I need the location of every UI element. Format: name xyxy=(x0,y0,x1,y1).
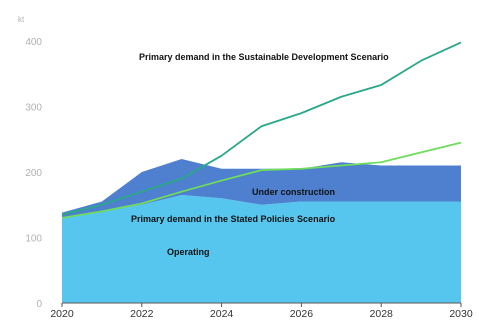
x-tick-label-2024: 2024 xyxy=(210,308,234,320)
x-tick-label-2028: 2028 xyxy=(370,308,394,320)
annotation-sds: Primary demand in the Sustainable Develo… xyxy=(139,52,389,62)
y-tick-label-100: 100 xyxy=(25,234,42,245)
line-stated-policies xyxy=(61,141,462,219)
y-tick-label-300: 300 xyxy=(25,103,42,114)
y-tick-label-400: 400 xyxy=(25,37,42,48)
area-under-construction xyxy=(62,158,461,218)
area-operating xyxy=(62,194,461,303)
x-tick-label-2022: 2022 xyxy=(130,308,154,320)
x-tick-label-2026: 2026 xyxy=(290,308,314,320)
axes: 2020 2022 2024 2026 2028 2030 0 100 200 300 400 xyxy=(25,37,473,320)
y-tick-label-200: 200 xyxy=(25,168,42,179)
annotation-operating: Operating xyxy=(167,247,210,257)
line-sustainable-development xyxy=(61,41,462,216)
plot-areas xyxy=(62,158,461,303)
annotation-under-construction: Under construction xyxy=(252,187,335,197)
plot-lines xyxy=(61,41,462,219)
x-tick-label-2030: 2030 xyxy=(449,308,473,320)
y-unit-label: kt xyxy=(18,15,25,24)
annotation-steps: Primary demand in the Stated Policies Sc… xyxy=(131,214,336,224)
x-tick-label-2020: 2020 xyxy=(50,308,74,320)
y-tick-label-0: 0 xyxy=(36,299,42,310)
